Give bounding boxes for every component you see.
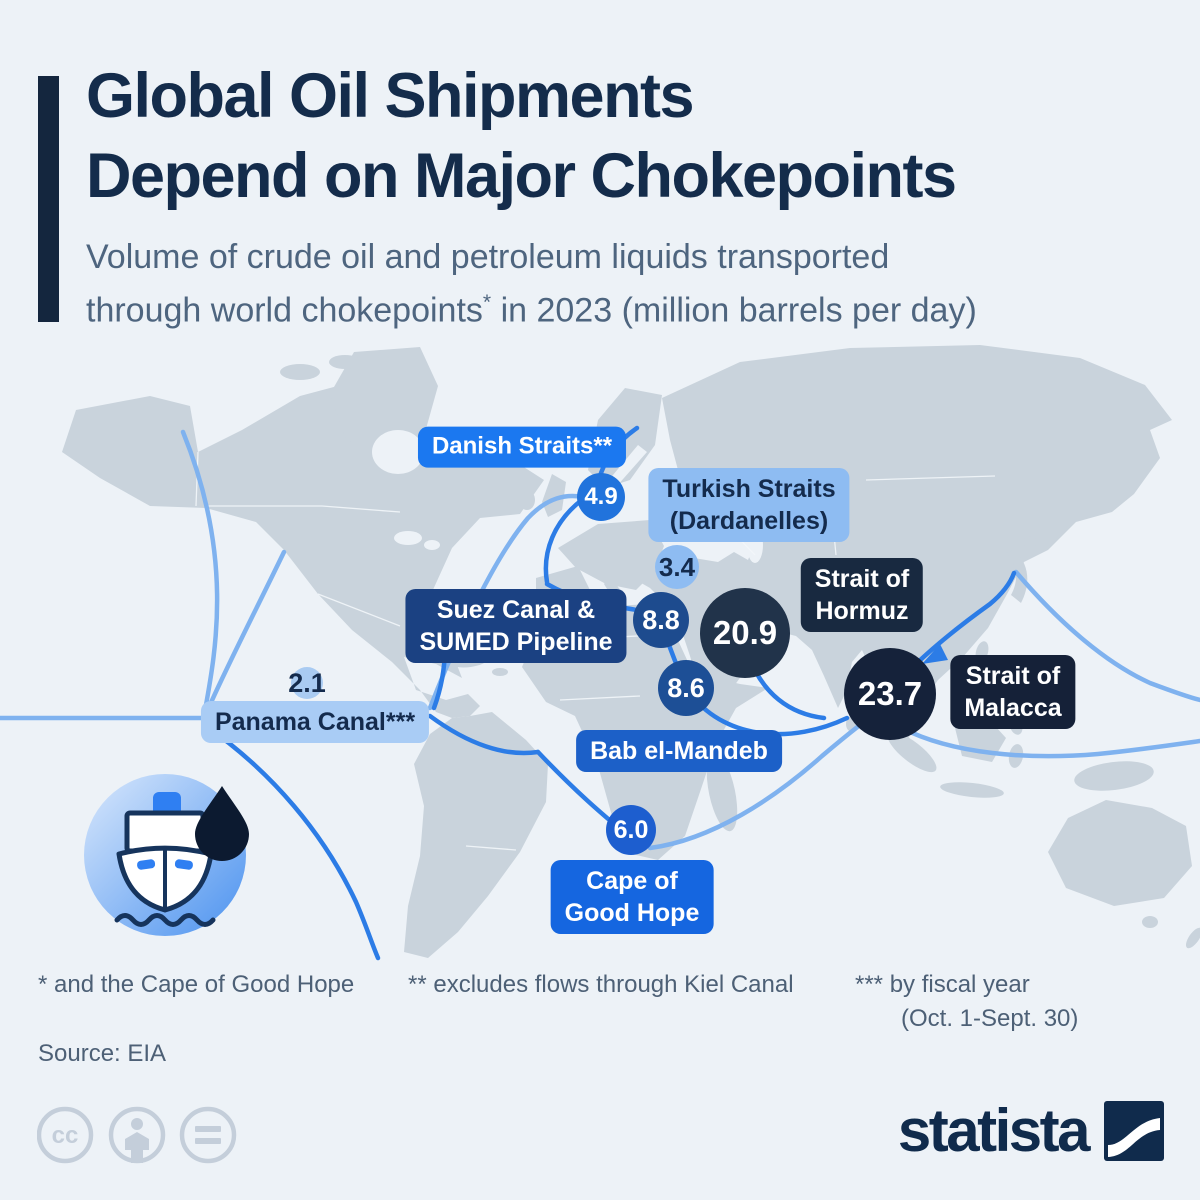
- europe-uk: [542, 474, 566, 517]
- ship-icon: [114, 792, 216, 927]
- page-title: Global Oil Shipments Depend on Major Cho…: [86, 56, 957, 216]
- footnote-2: ** excludes flows through Kiel Canal: [408, 971, 794, 998]
- oil-drop-icon: [195, 786, 249, 861]
- shipping-route-danish-gibraltar: [543, 496, 586, 585]
- footnote-3-line-1: *** by fiscal year: [855, 971, 1030, 998]
- shipping-route-us-gibraltar: [429, 591, 547, 616]
- black-sea: [672, 530, 724, 550]
- island-philippines: [1009, 717, 1023, 735]
- continent-asia: [624, 345, 1172, 754]
- footnote-marker: *: [482, 291, 492, 314]
- europe-ireland: [519, 490, 535, 510]
- footnote-1: * and the Cape of Good Hope: [38, 971, 355, 998]
- statista-logo-text: statista: [897, 1097, 1091, 1164]
- island-madagascar: [706, 752, 738, 832]
- attribution-person-icon: [108, 1106, 166, 1164]
- title-line-1: Global Oil Shipments: [86, 61, 695, 131]
- shipping-route-california-panama: [203, 549, 287, 717]
- svg-text:cc: cc: [52, 1122, 79, 1149]
- footnote-3: *** by fiscal year (Oct. 1-Sept. 30): [855, 968, 1078, 1036]
- island-new-zealand: [1185, 927, 1200, 949]
- source-line: Source: EIA: [38, 1040, 167, 1067]
- island-java: [940, 782, 1004, 798]
- island-philippines: [1000, 680, 1016, 708]
- shipping-route-hormuz-ocean: [745, 651, 827, 721]
- shipping-route-cape-horn: [203, 723, 381, 961]
- cc-icon: cc: [37, 1106, 94, 1164]
- island-japan: [1006, 550, 1028, 603]
- caspian-sea: [747, 527, 763, 563]
- shipping-route-indonesia-east: [899, 725, 1200, 759]
- title-line-2: Depend on Major Chokepoints: [86, 141, 957, 211]
- island-hokkaido: [1023, 536, 1037, 548]
- hudson-bay: [372, 430, 424, 474]
- statista-branding: statista: [898, 1098, 1164, 1164]
- oil-tanker-badge: [84, 774, 249, 936]
- great-lakes: [394, 531, 422, 545]
- subtitle: Volume of crude oil and petroleum liquid…: [86, 234, 977, 333]
- arctic-island: [280, 364, 320, 380]
- continent-south-america: [404, 712, 548, 958]
- island-sumatra: [887, 731, 937, 773]
- statista-logo-mark: [1104, 1101, 1164, 1161]
- footnote-3-line-2: (Oct. 1-Sept. 30): [901, 1005, 1079, 1032]
- shipping-route-japan-pacific: [1013, 569, 1200, 703]
- arctic-island: [329, 355, 361, 369]
- shipping-route-panama-brazil: [427, 713, 541, 756]
- continent-australia: [1048, 800, 1192, 906]
- island-hispaniola: [492, 668, 508, 676]
- title-accent-bar: [38, 76, 59, 322]
- island-tasmania: [1142, 916, 1158, 928]
- island-new-guinea: [1074, 761, 1154, 791]
- equals-icon: [179, 1106, 237, 1164]
- subtitle-line-1: Volume of crude oil and petroleum liquid…: [86, 238, 890, 276]
- great-lakes: [424, 540, 440, 550]
- island-taiwan: [975, 641, 989, 663]
- shipping-route-alaska-panama: [180, 429, 220, 719]
- license-icons: cc: [37, 1106, 237, 1164]
- subtitle-line-2: through world chokepoints* in 2023 (mill…: [86, 291, 977, 330]
- island-greenland: [330, 347, 438, 456]
